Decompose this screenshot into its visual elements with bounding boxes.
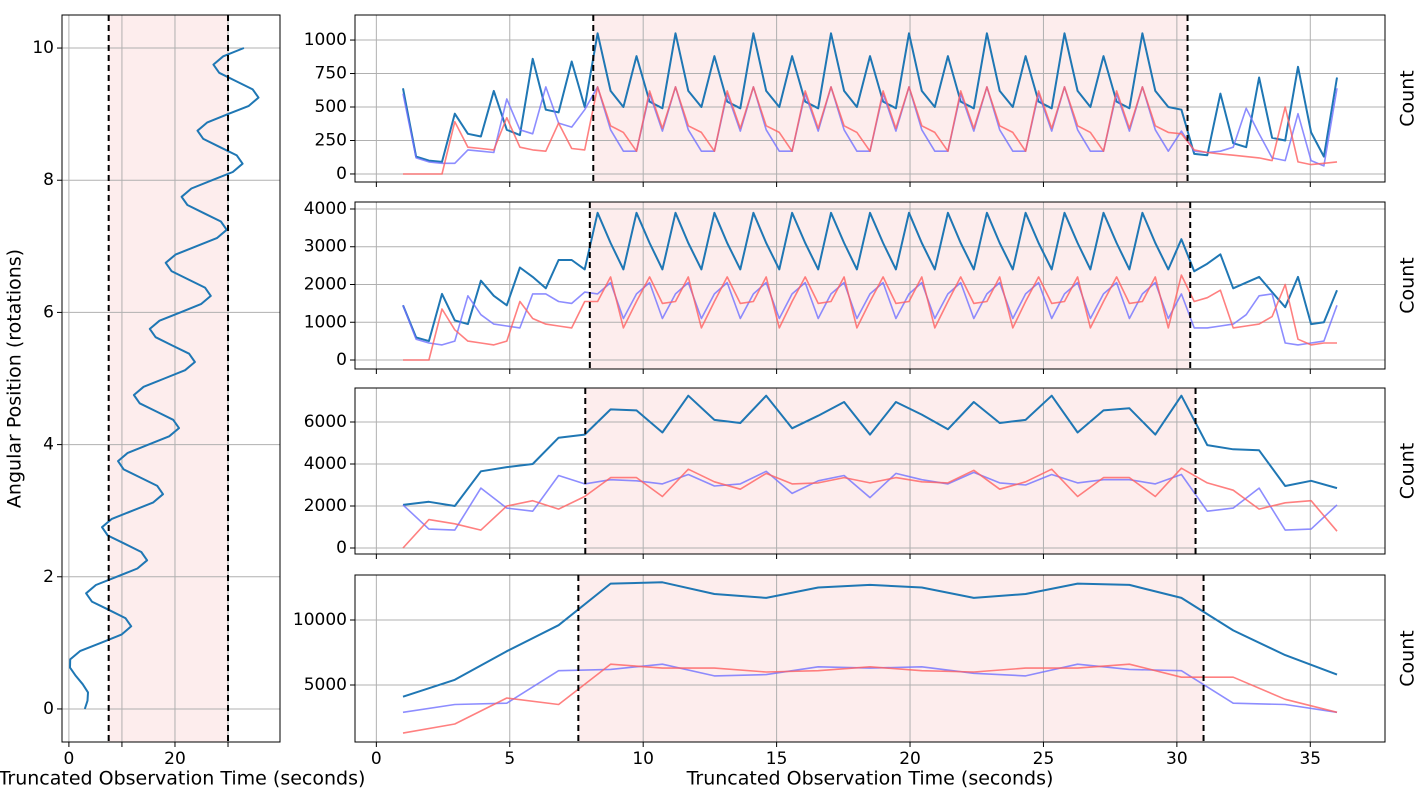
axes-frame [354,387,1386,555]
y-tick-label: 0 [43,699,54,719]
y-tick-label: 4 [43,435,54,455]
data-line [402,581,1338,698]
data-line [402,470,1338,531]
y-tick-label: 500 [315,97,347,117]
y-axis-label: Count [1397,630,1419,686]
highlight-region [108,15,229,742]
axes-frame [61,14,281,743]
y-tick-label: 1000 [304,312,347,332]
x-axis-label: Truncated Observation Time (seconds) [0,768,365,790]
y-tick-label: 1000 [304,30,347,50]
y-tick-label: 4000 [304,199,347,219]
x-tick-label: 15 [766,749,788,769]
data-line [402,32,1338,163]
highlight-region [593,15,1188,182]
y-axis-label: Angular Position (rotations) [4,249,26,508]
data-line [402,467,1338,549]
data-line [402,663,1338,734]
data-line [402,211,1338,343]
data-line [402,281,1338,346]
y-tick-label: 0 [336,538,347,558]
y-axis-label: Count [1397,70,1419,126]
x-tick-label: 10 [632,749,654,769]
data-line [403,86,1338,175]
x-tick-label: 20 [899,749,921,769]
y-tick-label: 6000 [304,412,347,432]
axes-frame [354,201,1386,370]
y-tick-label: 750 [315,64,347,84]
data-line [402,394,1338,507]
y-tick-label: 0 [336,350,347,370]
y-axis-label: Count [1397,443,1419,499]
y-tick-label: 10 [32,38,54,58]
y-tick-label: 3000 [304,237,347,257]
axes-frame [354,574,1386,743]
data-line [402,663,1338,714]
x-tick-label: 20 [164,749,186,769]
y-tick-label: 2 [43,567,54,587]
highlight-region [578,575,1204,742]
y-tick-label: 250 [315,130,347,150]
y-tick-label: 0 [336,164,347,184]
y-tick-label: 4000 [304,454,347,474]
x-axis-label: Truncated Observation Time (seconds) [686,768,1054,790]
data-line [403,274,1337,361]
x-tick-label: 5 [504,749,515,769]
y-tick-label: 8 [43,170,54,190]
x-tick-label: 35 [1299,749,1321,769]
y-tick-label: 2000 [304,274,347,294]
data-line [69,47,260,710]
x-tick-label: 0 [63,749,74,769]
x-tick-label: 25 [1033,749,1055,769]
y-axis-label: Count [1397,257,1419,313]
y-tick-label: 6 [43,302,54,322]
axes-frame [354,14,1386,183]
y-tick-label: 2000 [304,496,347,516]
x-tick-label: 0 [371,749,382,769]
y-tick-label: 5000 [304,675,347,695]
x-tick-label: 30 [1166,749,1188,769]
y-tick-label: 10000 [293,610,347,630]
